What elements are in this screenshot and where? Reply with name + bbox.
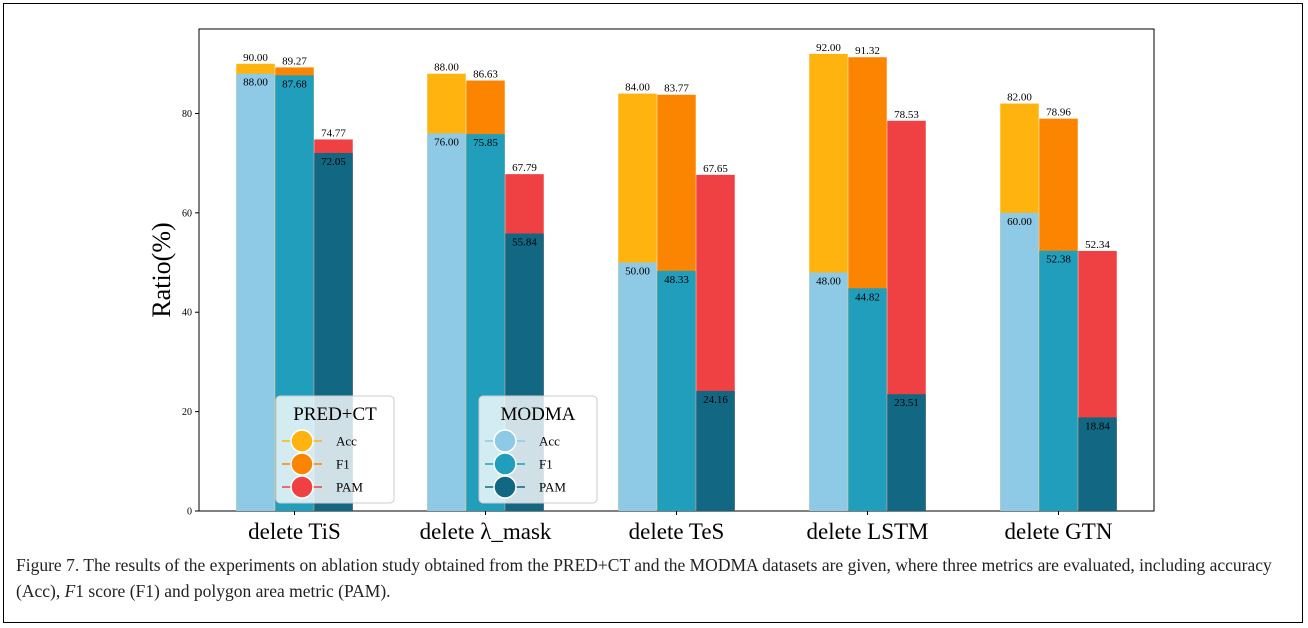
bar-modma-acc — [809, 272, 848, 511]
data-label-modma: 48.33 — [664, 274, 689, 286]
y-tick-label: 20 — [182, 407, 192, 418]
data-label-modma: 48.00 — [816, 275, 841, 287]
figure-frame: 0 20 40 60 80 Ratio(%) delete TiS 90.00 88.00 89.… — [3, 3, 1303, 623]
bar-modma-f1 — [657, 270, 696, 511]
bar-modma-pam — [1078, 417, 1117, 511]
data-label-predct: 78.53 — [894, 109, 919, 121]
ablation-bar-chart: 0 20 40 60 80 Ratio(%) delete TiS 90.00 88.00 89.… — [147, 28, 1155, 544]
legend-label: F1 — [539, 457, 553, 472]
legend-title: PRED+CT — [293, 404, 377, 425]
data-label-modma: 60.00 — [1007, 216, 1032, 228]
data-label-modma: 88.00 — [243, 77, 268, 89]
legend-label: PAM — [336, 480, 363, 495]
bar-modma-acc — [1000, 212, 1039, 512]
bar-modma-pam — [696, 390, 735, 511]
bar-modma-f1 — [848, 288, 887, 511]
legend-label: Acc — [539, 434, 560, 449]
data-label-predct: 83.77 — [664, 83, 689, 95]
data-label-predct: 67.79 — [512, 162, 537, 174]
legend-marker — [493, 429, 517, 453]
legend-marker — [493, 452, 517, 476]
data-label-predct: 52.34 — [1085, 239, 1110, 251]
legend-marker — [290, 475, 314, 499]
legend-label: PAM — [539, 480, 566, 495]
x-tick-label: delete LSTM — [807, 519, 929, 544]
bar-modma-acc — [236, 73, 275, 511]
legend-marker — [290, 429, 314, 453]
data-label-predct: 74.77 — [321, 127, 346, 139]
caption-prefix: Figure 7. The results of the experiments… — [16, 555, 1272, 601]
y-tick-label: 80 — [182, 109, 192, 120]
y-axis-label: Ratio(%) — [147, 222, 176, 317]
data-label-predct: 67.65 — [703, 163, 728, 175]
figure-caption: Figure 7. The results of the experiments… — [16, 552, 1296, 604]
x-tick-label: delete GTN — [1005, 519, 1113, 544]
data-label-predct: 82.00 — [1007, 92, 1032, 104]
bar-modma-pam — [887, 394, 926, 511]
bar-modma-f1 — [1039, 250, 1078, 511]
legend-label: Acc — [336, 434, 357, 449]
data-label-modma: 72.05 — [321, 156, 346, 168]
legend-label: F1 — [336, 457, 350, 472]
data-label-predct: 92.00 — [816, 42, 841, 54]
data-label-predct: 86.63 — [473, 69, 498, 81]
caption-suffix: 1 score (F1) and polygon area metric (PA… — [75, 581, 391, 601]
x-tick-label: delete TiS — [248, 519, 341, 544]
data-label-modma: 76.00 — [434, 136, 459, 148]
data-label-predct: 78.96 — [1046, 107, 1071, 119]
data-label-modma: 52.38 — [1046, 254, 1071, 266]
data-label-modma: 18.84 — [1085, 420, 1110, 432]
data-label-modma: 87.68 — [282, 78, 307, 90]
data-label-modma: 55.84 — [512, 237, 537, 249]
data-label-predct: 89.27 — [282, 55, 307, 67]
legend-marker — [493, 475, 517, 499]
caption-italic-f: F — [64, 581, 76, 601]
x-tick-label: delete λ_mask — [420, 519, 552, 544]
y-tick-label: 40 — [182, 308, 192, 319]
data-label-predct: 84.00 — [625, 82, 650, 94]
bar-modma-acc — [427, 133, 466, 511]
data-label-predct: 88.00 — [434, 62, 459, 74]
data-label-predct: 91.32 — [855, 45, 880, 57]
x-tick-label: delete TeS — [629, 519, 725, 544]
data-label-modma: 75.85 — [473, 137, 498, 149]
y-tick-label: 60 — [182, 208, 192, 219]
legend-title: MODMA — [501, 404, 576, 425]
data-label-modma: 50.00 — [625, 266, 650, 278]
y-tick-label: 0 — [187, 507, 192, 518]
data-label-modma: 24.16 — [703, 394, 728, 406]
data-label-predct: 90.00 — [243, 52, 268, 64]
legend-marker — [290, 452, 314, 476]
data-label-modma: 23.51 — [894, 397, 919, 409]
data-label-modma: 44.82 — [855, 291, 880, 303]
bar-modma-acc — [618, 262, 657, 511]
